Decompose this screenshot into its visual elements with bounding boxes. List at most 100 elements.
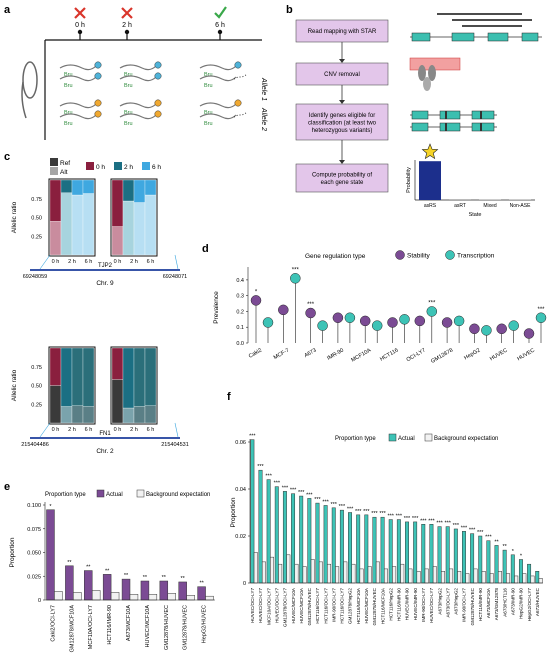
allelic-ratio-ref-bar (60, 406, 73, 424)
lollipop-point (371, 320, 383, 331)
panel-e: e Proportion type Actual Background expect… (4, 481, 215, 652)
allelic-ratio-ref-bar (82, 406, 95, 424)
background-bar (506, 573, 511, 584)
x-tick-label: HUVEC/MCF10A (291, 587, 296, 623)
x-tick-label: A673/HUVEC (535, 587, 540, 616)
x-tick-label: MCF10A/OCI-LY7 (88, 605, 94, 649)
significance-stars: *** (306, 492, 313, 498)
actual-bar (429, 524, 434, 584)
significance-stars: ** (199, 581, 204, 587)
x-tick-label: HCT116/HepG2 (388, 588, 393, 621)
lollipop-point (344, 312, 356, 324)
significance-stars: *** (436, 521, 443, 527)
cross-icon (121, 7, 133, 19)
x-tick-label: 2 h (130, 259, 138, 265)
exon-block (439, 110, 461, 120)
actual-bar (478, 535, 483, 584)
x-tick-label: IMR-90/OCI-LY7 (462, 588, 467, 622)
x-tick-label: HUVEC (516, 348, 536, 363)
allelic-ratio-alt-bar (111, 347, 124, 380)
lollipop-point (387, 317, 398, 328)
legend-swatch (114, 162, 122, 170)
x-tick-label: HCT116/IMR-90 (478, 588, 483, 622)
bru-text: Bru (124, 83, 133, 89)
timepoint-dot (217, 29, 223, 35)
y-tick-label: 0.25 (31, 402, 42, 408)
lollipop-point (332, 312, 344, 324)
legend-swatch (142, 162, 150, 170)
actual-bar (339, 509, 344, 584)
actual-bar (140, 580, 150, 601)
legend-label: Background expectation (434, 436, 498, 442)
x-tick-label: HUVEC/OCI-LY7 (250, 588, 255, 623)
legend-swatch (424, 433, 433, 442)
locus-connector (39, 254, 51, 270)
background-bar (270, 556, 275, 584)
background-bar (473, 568, 478, 584)
x-tick-label: A673 (303, 348, 317, 360)
x-tick-label: MCF10A/OCI-LY7 (266, 588, 271, 625)
x-tick-label: 6 h (147, 427, 155, 433)
background-bar (148, 594, 158, 601)
locus-connector (174, 254, 179, 270)
background-bar (457, 571, 462, 584)
x-tick-label: HUVEC/IMR-90 (413, 588, 418, 621)
bru-text: Bru (204, 72, 213, 78)
significance-stars: *** (453, 523, 460, 529)
background-bar (441, 571, 445, 584)
significance-stars: *** (249, 434, 256, 440)
genomic-position: 215404486 (21, 442, 49, 448)
locus-connector (174, 422, 179, 438)
exon-block (439, 122, 461, 132)
x-tick-label: A673/OCI-LY7 (445, 588, 450, 618)
lollipop-point (399, 314, 410, 325)
significance-stars: *** (371, 511, 378, 517)
background-bar (497, 571, 502, 584)
allelic-ratio-alt-bar (60, 347, 73, 407)
chromatin-loop-icon (22, 61, 38, 99)
significance-stars: *** (428, 518, 435, 524)
x-tick-label: A673/HCT116 (502, 588, 507, 617)
y-tick-label: 0.025 (27, 574, 41, 580)
actual-bar (405, 521, 409, 584)
significance-stars: *** (404, 516, 411, 522)
actual-bar (121, 578, 131, 601)
allelic-ratio-ref-bar (133, 406, 146, 424)
legend-swatch (50, 158, 58, 166)
background-bar (392, 566, 397, 584)
legend-label: 2 h (124, 164, 133, 171)
actual-bar (250, 439, 255, 584)
variant-marker (480, 123, 482, 131)
x-tick-label: HUVEC (489, 348, 509, 363)
x-tick-label: HCT116/OCI-LY7 (340, 588, 345, 624)
y-tick-label: 0.3 (236, 294, 244, 300)
chromosome-label: Chr. 2 (96, 448, 114, 455)
significance-stars: ** (86, 565, 91, 571)
y-axis-label: Proportion (230, 497, 237, 527)
y-tick-label: 0.50 (31, 384, 42, 390)
significance-stars: *** (347, 507, 354, 513)
bru-label-dot (154, 110, 162, 118)
actual-bar (413, 521, 418, 584)
allelic-ratio-alt-bar (122, 179, 135, 202)
background-bar (384, 568, 388, 584)
x-tick-label: GM12878/OCI-LY7 (283, 588, 288, 627)
lollipop-point (496, 323, 507, 335)
y-tick-label: 0.1 (236, 325, 244, 331)
x-tick-label: HUVEC/MCF10A (145, 605, 151, 648)
x-tick-label: Caki2 (248, 348, 263, 360)
actual-bar (462, 531, 466, 584)
actual-bar (502, 549, 507, 584)
background-bar (514, 575, 519, 584)
bru-text: Bru (124, 72, 133, 78)
x-tick-label: HCT116/IMR-90 (397, 588, 402, 622)
x-tick-label: IMR-90/OCI-LY7 (421, 588, 426, 622)
significance-stars: *** (363, 509, 370, 515)
allelic-ratio-alt-bar (71, 347, 84, 406)
bru-label-dot (154, 72, 162, 80)
significance-stars: *** (444, 521, 451, 527)
rna-read (59, 102, 97, 109)
x-tick-label: HUVEC/MCF10A (299, 587, 304, 623)
x-tick-label: A673/MCF10A (126, 605, 132, 641)
y-tick-label: 0.02 (235, 534, 246, 540)
